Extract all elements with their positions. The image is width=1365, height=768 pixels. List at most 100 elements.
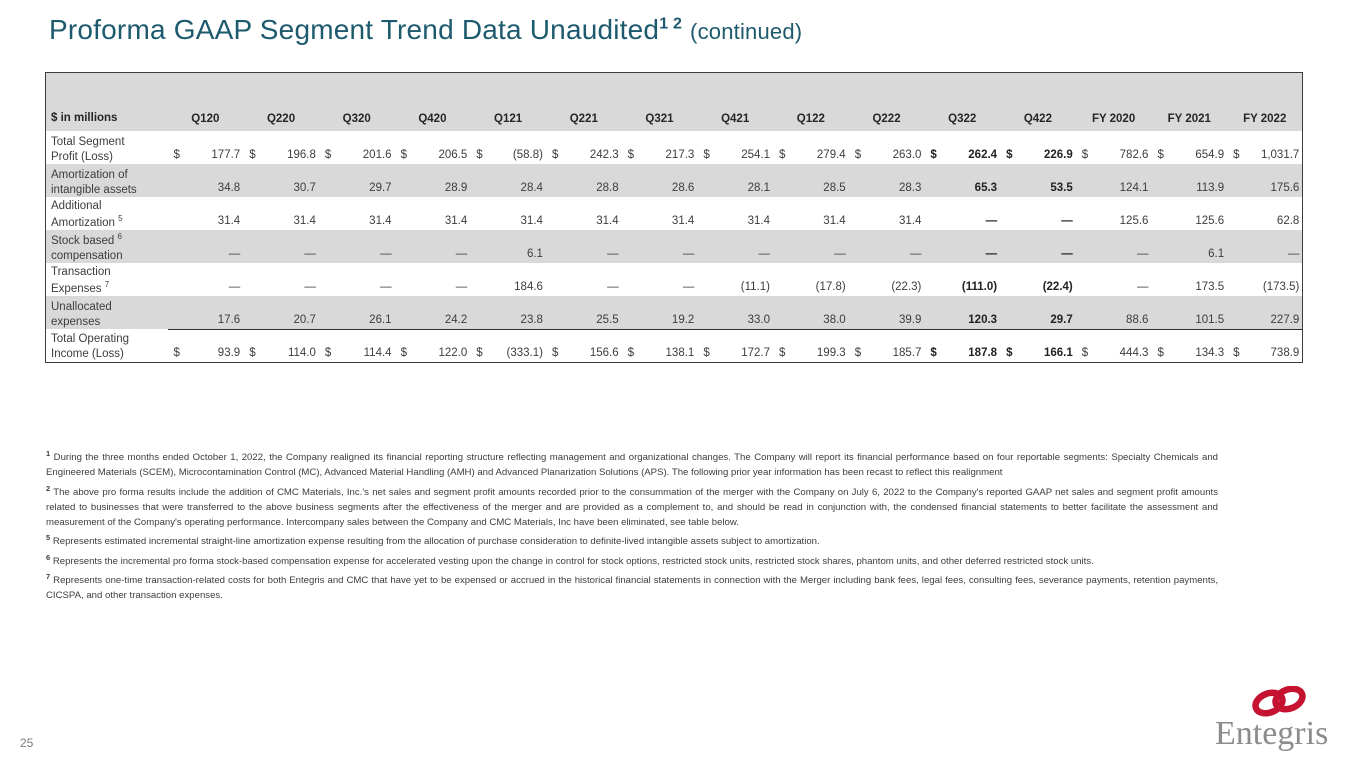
- table-cell: 39.9: [848, 296, 925, 330]
- row-label: Unallocated expenses: [45, 296, 168, 330]
- entegris-logo: Entegris: [1213, 686, 1343, 756]
- dollar-sign: $: [476, 346, 483, 359]
- cell-value: 206.5: [438, 149, 468, 162]
- dollar-sign: $: [1081, 346, 1089, 359]
- table-cell: —: [924, 230, 1001, 264]
- table-cell: 29.7: [318, 164, 395, 198]
- dollar-sign: $: [400, 346, 407, 359]
- table-row: Total Operating Income (Loss) $93.9 $114.0 $…: [46, 329, 1303, 362]
- table-cell: 65.3: [924, 164, 1001, 198]
- cell-value: 166.1: [1043, 346, 1073, 359]
- cell-value: 28.4: [520, 182, 543, 195]
- table-cell: 20.7: [243, 296, 319, 330]
- cell-value: 196.8: [287, 149, 316, 162]
- cell-value: 199.3: [816, 346, 846, 359]
- table-cell: 31.4: [470, 197, 546, 230]
- row-label: Additional Amortization 5: [51, 199, 123, 229]
- dollar-sign: $: [854, 346, 862, 359]
- cell-value: 53.5: [1050, 182, 1073, 195]
- cell-value: 242.3: [589, 149, 619, 162]
- table-cell: 31.4: [168, 197, 244, 230]
- table-row: Additional Amortization 5 31.4 31.4 31.4 31.4…: [46, 197, 1303, 230]
- cell-value: 33.0: [747, 313, 770, 326]
- table-cell: $177.7: [168, 131, 244, 164]
- table-cell: —: [848, 230, 925, 264]
- cell-value: (333.1): [506, 346, 543, 359]
- dollar-sign: $: [1233, 149, 1240, 162]
- table-cell: $217.3: [622, 131, 698, 164]
- table-cell: 227.9: [1227, 296, 1303, 330]
- cell-value: 28.3: [898, 182, 922, 195]
- cell-value: 31.4: [671, 215, 695, 228]
- dollar-sign: $: [854, 149, 862, 162]
- table-header-row: $ in millions Q120 Q220 Q320 Q420 Q121 Q221 Q32…: [45, 110, 1303, 132]
- cell-value: —: [380, 248, 392, 261]
- table-cell: —: [1000, 197, 1076, 230]
- table-cell: $444.3: [1076, 329, 1152, 362]
- table-cell: 26.1: [318, 296, 395, 330]
- table-cell: $262.4: [924, 131, 1000, 164]
- cell-value: —: [985, 248, 998, 261]
- table-cell: 31.4: [546, 197, 622, 230]
- column-header-q321: Q321: [621, 110, 698, 132]
- table-cell: 124.1: [1075, 164, 1152, 198]
- table-cell: $156.6: [546, 329, 622, 362]
- cell-value: 20.7: [293, 313, 316, 326]
- cell-value: 25.5: [596, 313, 619, 326]
- cell-value: 187.8: [968, 346, 998, 359]
- cell-value: 88.6: [1126, 313, 1149, 326]
- table-cell: 31.4: [697, 197, 773, 230]
- row-label: Amortization of intangible assets: [45, 164, 168, 198]
- dollar-sign: $: [173, 346, 180, 359]
- table-cell: —: [1000, 230, 1076, 264]
- table-cell: 28.1: [697, 164, 773, 198]
- table-cell: —: [697, 230, 773, 264]
- table-cell: 6.1: [1151, 230, 1228, 264]
- cell-value: 184.6: [514, 281, 543, 294]
- table-cell: 125.6: [1151, 197, 1227, 230]
- cell-value: 38.0: [823, 313, 846, 326]
- cell-value: —: [228, 248, 241, 261]
- cell-value: 23.8: [520, 313, 543, 326]
- column-header-fy-2021: FY 2021: [1151, 110, 1228, 132]
- entegris-logo-icon: Entegris: [1215, 686, 1328, 752]
- table-cell: —: [622, 263, 698, 296]
- dollar-sign: $: [249, 149, 256, 162]
- unit-label: $ in millions: [45, 110, 168, 132]
- dollar-sign: $: [930, 149, 937, 162]
- column-header-fy-2020: FY 2020: [1075, 110, 1152, 132]
- cell-value: 1,031.7: [1260, 149, 1300, 162]
- dollar-sign: $: [551, 149, 559, 162]
- table-cell: 6.1: [470, 230, 546, 264]
- table-cell: —: [1076, 263, 1152, 296]
- column-header-q120: Q120: [167, 110, 244, 132]
- table-cell: 175.6: [1227, 164, 1303, 198]
- table-cell: 25.5: [545, 296, 622, 330]
- table-cell: 173.5: [1151, 263, 1227, 296]
- cell-value: 26.1: [369, 313, 392, 326]
- dollar-sign: $: [249, 346, 256, 359]
- table-cell: $185.7: [849, 329, 925, 362]
- table-cell: (17.8): [773, 263, 849, 296]
- cell-value: 6.1: [1208, 248, 1225, 261]
- cell-value: 28.9: [444, 182, 468, 195]
- cell-value: 28.1: [747, 182, 770, 195]
- cell-value: 28.8: [596, 182, 619, 195]
- cell-value: 654.9: [1195, 149, 1225, 162]
- svg-text:Entegris: Entegris: [1215, 715, 1328, 752]
- table-cell: $166.1: [1000, 329, 1076, 362]
- cell-value: 263.0: [892, 149, 922, 162]
- dollar-sign: $: [1006, 149, 1013, 162]
- table-cell: —: [924, 197, 1000, 230]
- cell-value: —: [607, 281, 619, 294]
- cell-value: —: [455, 281, 468, 294]
- cell-value: 39.9: [898, 313, 922, 326]
- cell-value: —: [1061, 215, 1073, 228]
- table-cell: $1,031.7: [1227, 131, 1303, 164]
- cell-value: 177.7: [211, 149, 241, 162]
- dollar-sign: $: [779, 346, 786, 359]
- page-title-continued: (continued): [690, 19, 803, 44]
- table-cell: 28.4: [470, 164, 546, 198]
- dollar-sign: $: [1157, 346, 1164, 359]
- footnote-ref: 6: [46, 552, 51, 562]
